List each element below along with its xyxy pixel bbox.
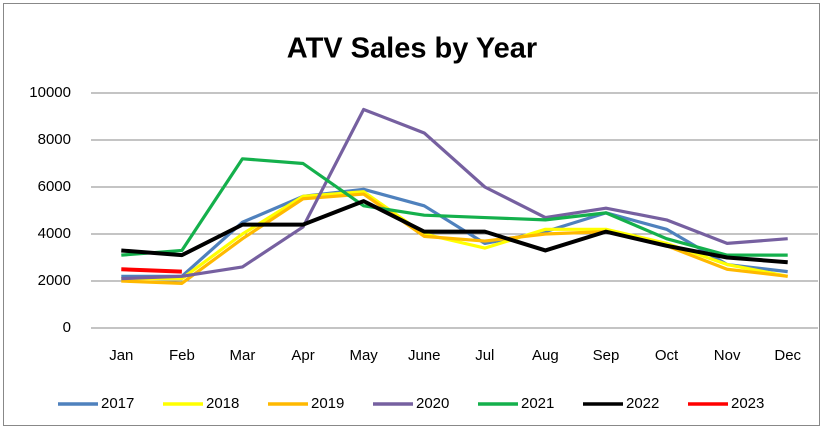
x-tick-label: Dec [774, 347, 801, 364]
series-line [121, 199, 788, 265]
x-tick-label: Oct [655, 347, 679, 364]
legend-label: 2022 [626, 395, 659, 412]
x-tick-label: Aug [532, 347, 559, 364]
legend-label: 2023 [731, 395, 764, 412]
x-tick-label: June [408, 347, 441, 364]
x-tick-label: May [349, 347, 378, 364]
legend-label: 2020 [416, 395, 449, 412]
y-tick-label: 4000 [38, 225, 71, 242]
legend-label: 2017 [101, 395, 134, 412]
legend-label: 2019 [311, 395, 344, 412]
x-tick-label: Sep [593, 347, 620, 364]
y-tick-label: 6000 [38, 178, 71, 195]
legend-label: 2021 [521, 395, 554, 412]
x-tick-label: Jan [109, 347, 133, 364]
series-line [121, 157, 788, 257]
y-tick-label: 10000 [29, 84, 71, 101]
y-tick-label: 0 [63, 319, 71, 336]
y-tick-label: 2000 [38, 272, 71, 289]
y-tick-label: 8000 [38, 131, 71, 148]
x-tick-label: Mar [230, 347, 256, 364]
x-tick-label: Nov [714, 347, 741, 364]
chart-title: ATV Sales by Year [287, 33, 537, 65]
x-tick-label: Jul [475, 347, 494, 364]
x-tick-label: Apr [291, 347, 314, 364]
legend-label: 2018 [206, 395, 239, 412]
series-line [121, 267, 182, 274]
series-line [121, 107, 788, 281]
x-tick-label: Feb [169, 347, 195, 364]
